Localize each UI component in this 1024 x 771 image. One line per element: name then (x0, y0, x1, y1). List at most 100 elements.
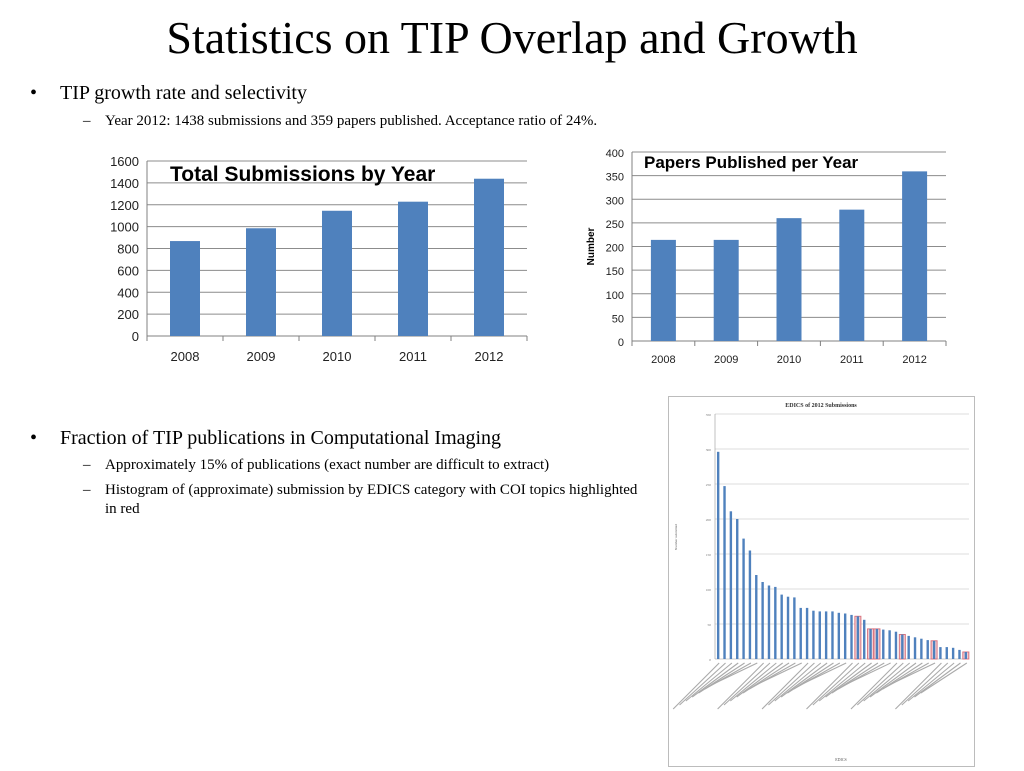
edics-bar (761, 582, 764, 659)
y-tick-label: 350 (706, 413, 712, 417)
x-tick-label (723, 662, 771, 706)
x-tick-label (825, 662, 872, 698)
x-tick-label (907, 662, 955, 702)
y-tick-label: 100 (606, 290, 624, 302)
y-tick-label: 0 (709, 658, 711, 662)
edics-bar (780, 594, 783, 659)
subitem-text: Approximately 15% of publications (exact… (105, 457, 550, 473)
x-tick-label (818, 662, 866, 702)
edics-bar (736, 519, 739, 659)
y-tick-label: 1200 (110, 198, 139, 213)
x-tick-label: 2008 (651, 354, 675, 366)
papers-chart: 0 50 100 150 200 250 300 350 400 2008 2009 2010 2011… (580, 140, 960, 380)
x-tick-label (729, 662, 777, 702)
x-tick-label (920, 662, 968, 694)
y-tick-label: 800 (117, 242, 139, 257)
bar-2010 (322, 210, 352, 336)
x-tick-label (850, 662, 898, 710)
x-tick-label: 2009 (247, 349, 276, 364)
subitem-year-2012: – Year 2012: 1438 submissions and 359 pap… (83, 112, 597, 131)
edics-bar (863, 619, 866, 659)
x-tick-label: 2008 (171, 349, 200, 364)
x-tick-label: 2010 (323, 349, 352, 364)
submissions-chart: 0 200 400 600 800 1000 1200 1400 1600 2008 2009 201… (90, 145, 540, 380)
x-tick-label (768, 662, 815, 706)
papers-chart-svg: 0 50 100 150 200 250 300 350 400 2008 2009 2010 2011… (586, 148, 947, 366)
edics-bar (716, 451, 720, 659)
x-tick-label: 2012 (902, 354, 926, 366)
edics-bar (767, 585, 771, 659)
y-tick-label: 200 (117, 307, 139, 322)
x-tick-label: 2010 (777, 354, 801, 366)
edics-bar (932, 640, 936, 659)
y-tick-label: 600 (117, 263, 139, 278)
chart-title: Papers Published per Year (644, 153, 859, 172)
y-tick-label: 50 (708, 623, 712, 627)
y-tick-label: 50 (612, 313, 624, 325)
edics-bar (958, 649, 961, 659)
edics-bar (755, 575, 758, 659)
chart-title: EDICS of 2012 Submissions (785, 403, 857, 409)
dash-icon: – (83, 113, 91, 129)
submissions-chart-svg: 0 200 400 600 800 1000 1200 1400 1600 2008 2009 201… (110, 154, 528, 364)
bar-2009 (246, 228, 276, 336)
edics-bar (850, 614, 853, 659)
edics-bar (951, 647, 955, 659)
x-tick-label (856, 662, 904, 706)
x-tick-label (679, 662, 726, 706)
y-tick-label: 200 (706, 518, 712, 522)
bar-2009 (713, 239, 739, 341)
edics-bar (875, 628, 879, 659)
bullet-dot-icon: • (30, 82, 38, 104)
bullet-computational-imaging: • Fraction of TIP publications in Computa… (30, 426, 501, 450)
y-tick-label: 250 (606, 219, 624, 231)
edics-bar (831, 611, 834, 659)
edics-bar (907, 635, 910, 659)
y-tick-label: 0 (132, 329, 139, 344)
edics-bar (964, 652, 968, 659)
edics-bar (901, 634, 904, 659)
x-tick-label (717, 662, 765, 710)
x-tick-label (691, 662, 739, 698)
x-tick-label (812, 662, 860, 706)
edics-bar (818, 611, 821, 659)
edics-bar (723, 486, 726, 659)
y-tick-label: 400 (606, 148, 624, 160)
edics-bar (939, 647, 942, 659)
y-tick-label: 250 (706, 483, 712, 487)
edics-bar (729, 511, 733, 659)
x-tick-label (869, 662, 917, 698)
x-axis-label: EDICS (835, 757, 847, 762)
bar-2010 (776, 218, 802, 341)
x-tick-label (672, 662, 720, 710)
x-tick-label (780, 662, 828, 698)
edics-bar (774, 586, 777, 659)
slide-title: Statistics on TIP Overlap and Growth (166, 12, 858, 63)
edics-bar (824, 611, 828, 659)
edics-bar (799, 607, 802, 659)
edics-bar (856, 616, 860, 659)
y-tick-label: 1400 (110, 176, 139, 191)
edics-bar (793, 597, 796, 659)
edics-chart: EDICS of 2012 Submissions 0 50 100 150 200 250… (668, 396, 975, 767)
edics-bar (920, 638, 923, 659)
dash-icon: – (83, 457, 91, 473)
bullet-text: TIP growth rate and selectivity (60, 82, 307, 104)
x-tick-label (844, 662, 891, 686)
x-tick-label (755, 662, 802, 686)
edics-bar (786, 596, 790, 659)
bar-2011 (398, 201, 428, 336)
edics-bar (837, 612, 841, 659)
y-axis-label: Number submitted (674, 524, 678, 550)
chart-title: Total Submissions by Year (170, 163, 435, 186)
bar-2011 (839, 209, 865, 341)
x-tick-label (685, 662, 733, 702)
edics-bar (843, 613, 847, 659)
y-tick-label: 400 (117, 285, 139, 300)
edics-bar (742, 538, 745, 659)
subitem-histogram: – Histogram of (approximate) submission b… (83, 481, 645, 519)
x-tick-label: 2011 (399, 349, 427, 364)
dash-icon: – (83, 482, 91, 498)
x-tick-label (711, 662, 758, 686)
y-tick-label: 350 (606, 172, 624, 184)
